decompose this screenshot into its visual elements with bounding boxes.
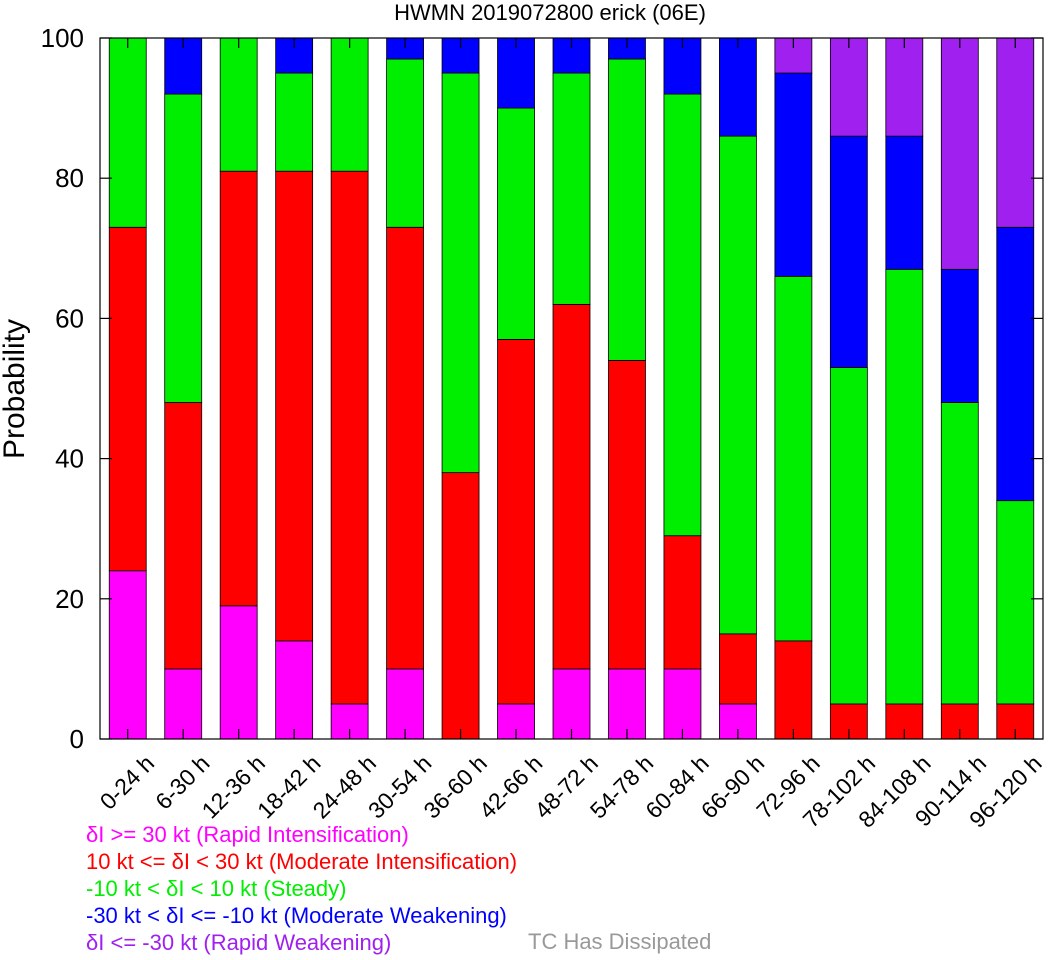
bar-segment-1-60-84h <box>663 668 702 740</box>
bar-segment-3-6-30h <box>164 93 203 403</box>
bar-segment-2-6-30h <box>164 402 203 670</box>
bar-segment-2-30-54h <box>386 226 424 670</box>
bar-segment-3-90-114h <box>940 402 979 705</box>
bar-segment-5-84-108h <box>885 37 924 137</box>
bar-segment-2-12-36h <box>219 170 258 607</box>
bar-segment-4-96-120h <box>996 226 1035 502</box>
bar-segment-3-42-66h <box>497 107 535 340</box>
bar-segment-2-60-84h <box>663 535 702 670</box>
legend-entry-rapid-weakening: δI <= -30 kt (Rapid Weakening) <box>86 930 392 955</box>
bar-segment-4-42-66h <box>497 37 535 109</box>
bar-segment-4-36-60h <box>441 37 480 74</box>
bar-segment-3-36-60h <box>441 72 480 474</box>
bar-segment-1-48-72h <box>552 668 591 740</box>
bar-segment-2-18-42h <box>275 170 314 642</box>
bar-segment-3-84-108h <box>885 268 924 705</box>
y-axis-label: Probability <box>0 319 31 459</box>
bar-segment-4-84-108h <box>885 135 924 270</box>
bar-segment-5-90-114h <box>940 37 979 270</box>
bar-segment-5-96-120h <box>996 37 1035 228</box>
bar-segment-2-48-72h <box>552 303 591 670</box>
bar-segment-2-24-48h <box>330 170 369 705</box>
y-tick-label: 20 <box>55 584 84 614</box>
bar-segment-4-90-114h <box>940 268 979 403</box>
y-tick-label: 100 <box>41 23 84 53</box>
y-tick-label: 60 <box>55 303 84 333</box>
legend-entry-rapid-intensification: δI >= 30 kt (Rapid Intensification) <box>86 822 409 847</box>
bar-segment-3-78-102h <box>829 367 868 705</box>
y-tick-label: 0 <box>70 724 84 754</box>
bar-segment-1-12-36h <box>219 605 258 740</box>
legend: δI >= 30 kt (Rapid Intensification) 10 k… <box>86 821 517 956</box>
bar-segment-4-66-90h <box>719 37 757 137</box>
bar-segment-2-72-96h <box>774 640 813 740</box>
chart-title: HWMN 2019072800 erick (06E) <box>394 0 706 25</box>
legend-entry-moderate-intensification: 10 kt <= δI < 30 kt (Moderate Intensific… <box>86 849 518 874</box>
bar-segment-2-0-24h <box>108 226 147 572</box>
x-tick-label: 0-24 h <box>95 750 160 815</box>
bars-group <box>108 37 1035 740</box>
y-tick-label: 80 <box>55 163 84 193</box>
bar-segment-3-30-54h <box>386 58 424 228</box>
y-tick-label: 40 <box>55 444 84 474</box>
bar-segment-3-12-36h <box>219 37 258 172</box>
bar-segment-5-78-102h <box>829 37 868 137</box>
bar-segment-1-30-54h <box>386 668 424 740</box>
bar-segment-1-0-24h <box>108 570 147 740</box>
legend-entry-moderate-weakening: -30 kt < δI <= -10 kt (Moderate Weakenin… <box>86 903 507 928</box>
bar-segment-2-42-66h <box>497 339 535 705</box>
bar-segment-4-78-102h <box>829 135 868 368</box>
bar-segment-3-18-42h <box>275 72 314 172</box>
bar-segment-2-66-90h <box>719 633 757 705</box>
bar-segment-3-0-24h <box>108 37 147 228</box>
bar-segment-4-48-72h <box>552 37 591 74</box>
legend-entry-steady: -10 kt < δI < 10 kt (Steady) <box>86 876 347 901</box>
bar-segment-1-6-30h <box>164 668 203 740</box>
bar-segment-3-96-120h <box>996 500 1035 705</box>
bar-segment-2-36-60h <box>441 472 480 740</box>
bar-segment-3-48-72h <box>552 72 591 305</box>
bar-segment-3-24-48h <box>330 37 369 172</box>
bar-segment-3-54-78h <box>608 58 646 361</box>
bar-segment-1-54-78h <box>608 668 646 740</box>
bar-segment-3-72-96h <box>774 275 813 642</box>
bar-segment-2-54-78h <box>608 360 646 670</box>
bar-segment-3-60-84h <box>663 93 702 537</box>
bar-segment-4-72-96h <box>774 72 813 277</box>
bar-segment-3-66-90h <box>719 135 757 635</box>
bar-segment-1-18-42h <box>275 640 314 740</box>
legend-entry-dissipated: TC Has Dissipated <box>528 929 712 954</box>
